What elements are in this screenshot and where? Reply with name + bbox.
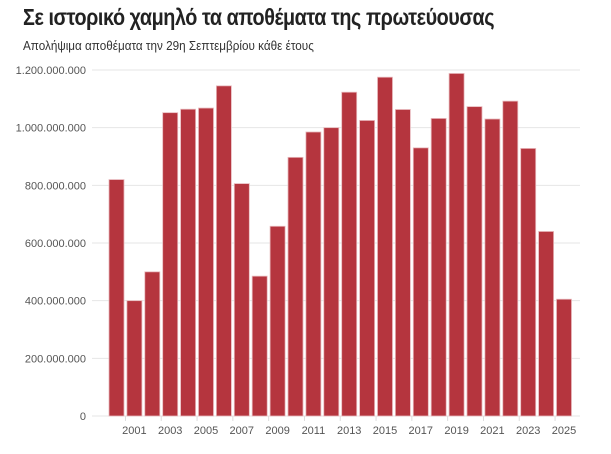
bar-2025	[556, 298, 572, 417]
bar-2008	[251, 275, 268, 417]
bar-2016	[394, 109, 411, 417]
x-tick-label: 2003	[158, 425, 182, 437]
bar-2006	[215, 85, 232, 417]
x-tick-label: 2017	[409, 425, 433, 437]
x-tick-label: 2009	[265, 425, 289, 437]
bar-2017	[412, 147, 429, 417]
bar-2020	[466, 106, 483, 417]
x-tick-label: 2013	[337, 425, 361, 437]
chart-title: Σε ιστορικό χαμηλό τα αποθέματα της πρωτ…	[23, 4, 495, 30]
y-tick-label: 200.000.000	[25, 353, 86, 365]
x-tick-label: 2007	[230, 425, 254, 437]
y-tick-label: 600.000.000	[25, 238, 86, 250]
bar-2011	[305, 131, 322, 417]
x-tick-label: 2023	[516, 425, 540, 437]
bar-2002	[144, 271, 161, 417]
bar-2024	[538, 231, 554, 417]
y-tick-label: 400.000.000	[25, 296, 86, 308]
bar-2019	[448, 73, 465, 417]
x-tick-label: 2021	[480, 425, 504, 437]
x-tick-label: 2005	[194, 425, 218, 437]
x-tick-label: 2025	[552, 425, 576, 437]
y-tick-label: 800.000.000	[25, 180, 86, 192]
bar-2023	[520, 148, 537, 417]
bar-2018	[430, 118, 447, 417]
bar-2000	[108, 179, 125, 417]
bar-2014	[359, 120, 376, 417]
x-tick-label: 2019	[444, 425, 468, 437]
bar-2009	[269, 225, 286, 417]
bar-2004	[180, 108, 197, 417]
bar-2010	[287, 156, 304, 417]
bar-2007	[233, 183, 250, 417]
y-tick-label: 0	[80, 411, 86, 423]
bar-2015	[377, 76, 393, 417]
x-tick-label: 2001	[122, 425, 146, 437]
bar-2012	[323, 127, 340, 417]
bar-2005	[198, 107, 214, 417]
bar-2001	[126, 300, 143, 417]
bar-2021	[484, 118, 501, 417]
bar-2022	[502, 100, 519, 417]
x-tick-label: 2015	[373, 425, 397, 437]
y-tick-label: 1.200.000.000	[16, 65, 86, 77]
bar-2003	[162, 112, 179, 417]
bar-2013	[341, 91, 358, 417]
x-tick-label: 2011	[302, 425, 326, 437]
chart-subtitle: Απολήψιμα αποθέματα την 29η Σεπτεμβρίου …	[23, 38, 314, 53]
y-tick-label: 1.000.000.000	[16, 123, 86, 135]
